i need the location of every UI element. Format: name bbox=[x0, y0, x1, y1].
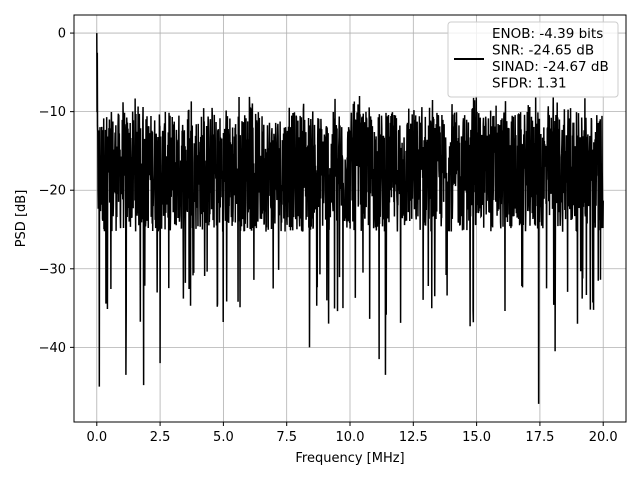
y-axis-label: PSD [dB] bbox=[14, 190, 29, 248]
x-tick-label: 0.0 bbox=[86, 430, 107, 445]
x-tick-label: 20.0 bbox=[589, 430, 618, 445]
x-tick-label: 2.5 bbox=[150, 430, 171, 445]
y-tick-label: −40 bbox=[39, 341, 66, 356]
axes: 0.0 2.5 5.0 7.5 10.0 12.5 15.0 17.5 20.0 0 −10 −20 −… bbox=[39, 14, 627, 445]
legend-entry-line: SFDR: 1.31 bbox=[492, 76, 567, 92]
x-axis-label: Frequency [MHz] bbox=[295, 451, 404, 466]
x-tick-label: 10.0 bbox=[336, 430, 365, 445]
x-tick-label: 15.0 bbox=[462, 430, 491, 445]
legend-entry-line: ENOB: -4.39 bits bbox=[492, 26, 603, 42]
psd-series-line bbox=[96, 33, 604, 404]
x-tick-label: 17.5 bbox=[525, 430, 554, 445]
y-tick-label: −20 bbox=[39, 184, 66, 199]
y-tick-label: −30 bbox=[39, 262, 66, 277]
x-tick-label: 7.5 bbox=[276, 430, 297, 445]
legend-entry-line: SINAD: -24.67 dB bbox=[492, 59, 609, 75]
plot-area bbox=[96, 33, 604, 404]
y-tick-label: −10 bbox=[39, 105, 66, 120]
legend-box bbox=[447, 21, 619, 98]
y-tick-label: 0 bbox=[58, 27, 66, 42]
legend-entry-line: SNR: -24.65 dB bbox=[492, 43, 594, 59]
x-tick-label: 5.0 bbox=[213, 430, 234, 445]
x-tick-label: 12.5 bbox=[399, 430, 428, 445]
